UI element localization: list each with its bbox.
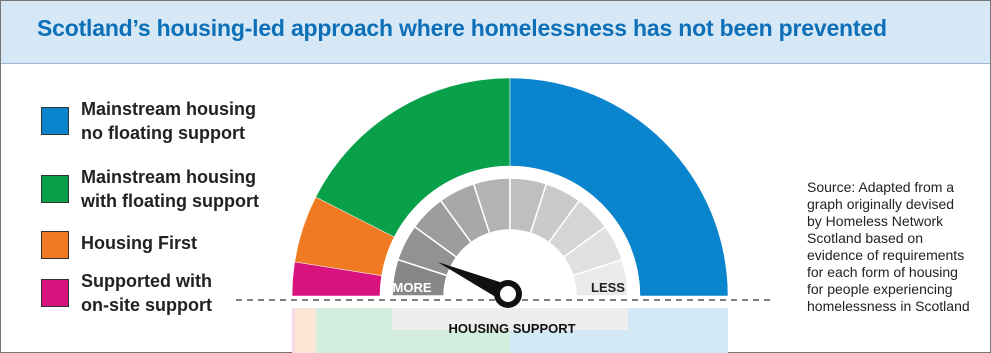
source-note: Source: Adapted from a graph originally d… <box>807 179 987 315</box>
source-line: for each form of housing <box>807 264 958 280</box>
source-line: by Homeless Network <box>807 213 944 229</box>
legend-swatch-first <box>41 231 69 259</box>
source-line: graph originally devised <box>807 196 955 212</box>
gauge-needle <box>437 261 512 303</box>
gauge-more-label: MORE <box>393 280 432 295</box>
gauge-title: HOUSING SUPPORT <box>448 321 575 336</box>
source-line: evidence of requirements <box>807 247 965 263</box>
legend-label-first: Housing First <box>81 231 197 255</box>
needle-hub-center <box>500 286 516 302</box>
legend-label-line: with floating support <box>81 191 259 211</box>
legend-label-line: Mainstream housing <box>81 167 257 187</box>
legend-swatch-mainstream <box>41 107 69 135</box>
legend-label-supported: Supported with on-site support <box>81 269 212 317</box>
legend-label-floating: Mainstream housing with floating support <box>81 165 259 213</box>
chart-title: Scotland’s housing-led approach where ho… <box>37 15 887 41</box>
legend-label-line: Mainstream housing <box>81 99 257 119</box>
source-line: homelessness in Scotland <box>807 298 970 314</box>
legend-label-line: on-site support <box>81 295 212 315</box>
gauge-segment <box>571 258 629 297</box>
legend-label-mainstream: Mainstream housing no floating support <box>81 97 256 145</box>
legend-swatch-floating <box>41 175 69 203</box>
legend-label-line: no floating support <box>81 123 245 143</box>
gauge-reflection <box>392 308 628 330</box>
legend-swatch-supported <box>41 279 69 307</box>
source-line: Source: Adapted from a <box>807 179 955 195</box>
source-line: for people experiencing <box>807 281 953 297</box>
legend-label-line: Supported with <box>81 271 212 291</box>
title-bar: Scotland’s housing-led approach where ho… <box>1 1 990 64</box>
legend-label-line: Housing First <box>81 233 197 253</box>
gauge-less-label: LESS <box>591 280 625 295</box>
source-line: Scotland based on <box>807 230 923 246</box>
